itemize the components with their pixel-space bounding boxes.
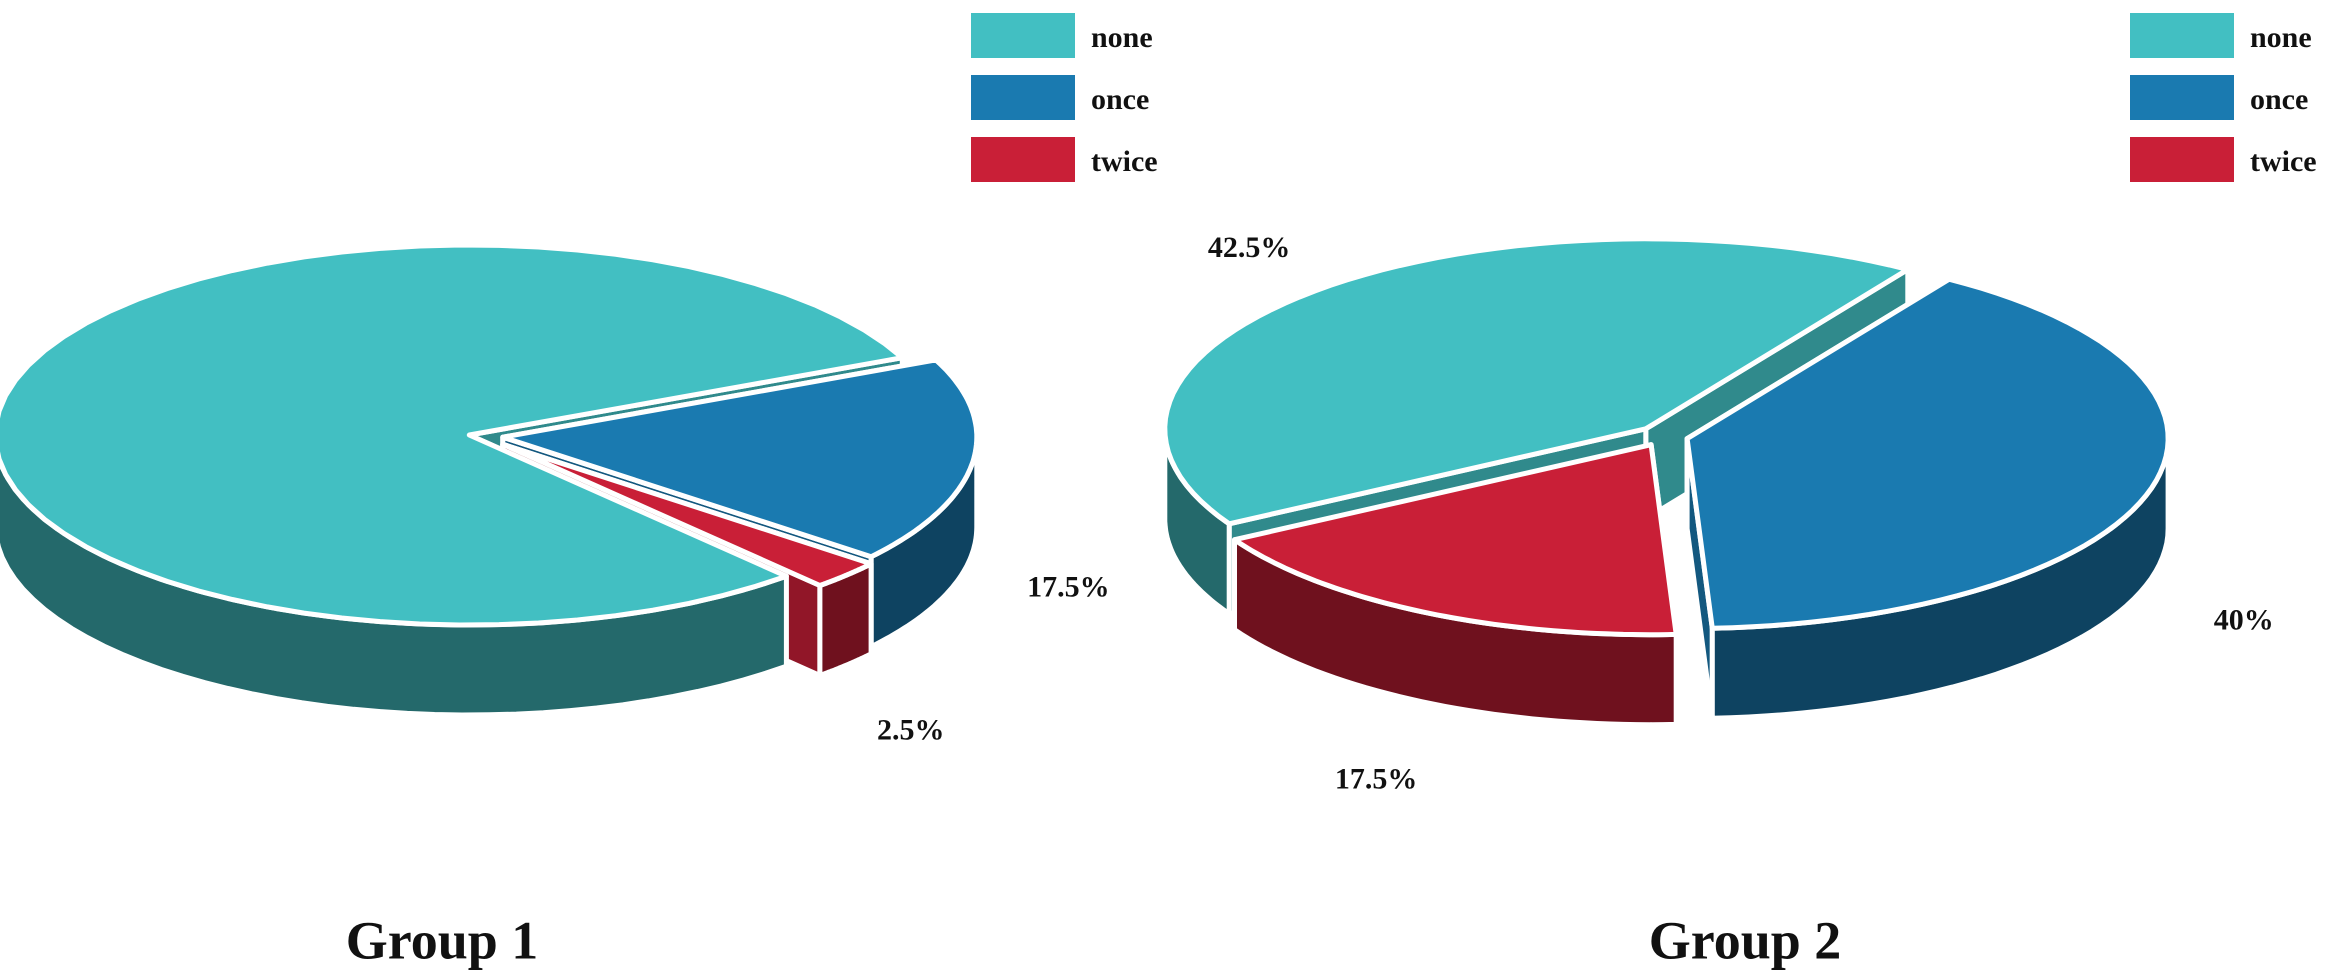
chart-title: Group 2 <box>1649 910 1842 970</box>
chart-title: Group 1 <box>346 910 539 970</box>
data-label: 42.5% <box>1208 231 1291 264</box>
slice <box>1684 276 2171 631</box>
legend-swatch <box>971 137 1075 182</box>
legend-swatch <box>2130 75 2234 120</box>
legend-label: twice <box>1091 145 1158 178</box>
legend-swatch <box>2130 13 2234 58</box>
slice <box>1232 442 1679 638</box>
legend-label: twice <box>2250 145 2317 178</box>
slice <box>500 441 874 588</box>
data-label: 2.5% <box>877 713 945 746</box>
legend-swatch <box>971 13 1075 58</box>
legend-swatch <box>971 75 1075 120</box>
legend-label: once <box>2250 83 2308 116</box>
legend-label: none <box>1091 21 1153 54</box>
legend-swatch <box>2130 137 2234 182</box>
data-label: 17.5% <box>1335 762 1418 795</box>
data-label: 40% <box>2214 603 2274 636</box>
slice <box>0 242 905 628</box>
slice <box>1162 236 1911 527</box>
data-label: 17.5% <box>1027 570 1110 603</box>
slice <box>500 357 980 560</box>
legend-label: none <box>2250 21 2312 54</box>
legend-label: once <box>1091 83 1149 116</box>
